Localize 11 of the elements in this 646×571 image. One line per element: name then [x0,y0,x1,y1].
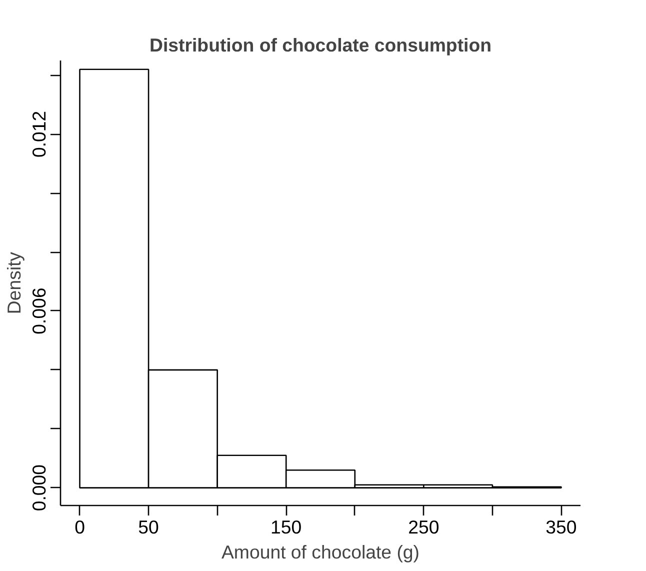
x-tick-label: 250 [408,516,440,538]
x-tick-label: 50 [138,516,159,538]
y-tick-label: 0.006 [28,288,50,334]
y-tick-label: 0.012 [28,110,50,158]
chart-title: Distribution of chocolate consumption [149,34,492,56]
x-tick-label: 350 [546,516,577,538]
y-tick-label: 0.000 [28,464,50,512]
x-axis-title: Amount of chocolate (g) [221,542,420,562]
x-tick-label: 0 [74,516,85,538]
x-tick-label: 150 [270,516,302,538]
y-axis-title: Density [4,251,24,314]
